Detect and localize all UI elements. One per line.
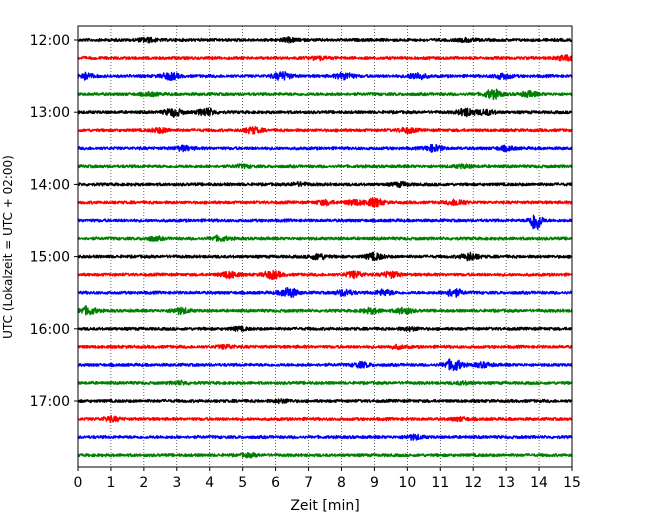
x-tick-label-0: 0 (74, 475, 83, 491)
x-axis-label: Zeit [min] (290, 498, 359, 514)
y-axis-label: UTC (Lokalzeit = UTC + 02:00) (1, 155, 15, 339)
trace-1700 (77, 398, 573, 405)
y-tick-label-2: 14:00 (30, 177, 70, 193)
trace-1230 (77, 70, 573, 82)
x-tick-label-7: 7 (304, 475, 313, 491)
trace-1245 (77, 88, 573, 100)
x-axis: 0 1 2 3 4 5 6 7 8 9 10 11 12 13 14 15 (74, 467, 581, 491)
trace-1715 (77, 414, 573, 424)
trace-1300 (77, 107, 573, 118)
x-tick-label-11: 11 (431, 475, 449, 491)
trace-1415 (77, 197, 573, 208)
trace-1745 (77, 451, 573, 459)
y-tick-label-3: 15:00 (30, 250, 70, 266)
y-tick-label-5: 17:00 (30, 394, 70, 410)
x-tick-label-8: 8 (337, 475, 346, 491)
x-tick-label-9: 9 (370, 475, 379, 491)
x-tick-label-15: 15 (563, 475, 581, 491)
trace-1345 (77, 163, 573, 170)
x-tick-label-4: 4 (205, 475, 214, 491)
trace-1645 (77, 379, 573, 387)
y-tick-label-4: 16:00 (30, 322, 70, 338)
y-axis: 12:00 13:00 14:00 15:00 16:00 17:00 (30, 33, 78, 410)
x-tick-label-3: 3 (172, 475, 181, 491)
y-tick-label-1: 13:00 (30, 105, 70, 121)
x-tick-label-14: 14 (530, 475, 548, 491)
trace-1630 (77, 358, 573, 372)
trace-1600 (77, 325, 573, 333)
trace-group (77, 36, 573, 459)
trace-1545 (77, 305, 573, 316)
trace-1515 (77, 269, 573, 280)
trace-1730 (77, 433, 573, 441)
y-tick-label-0: 12:00 (30, 33, 70, 49)
trace-1530 (77, 286, 573, 299)
x-tick-label-10: 10 (398, 475, 416, 491)
trace-1615 (77, 343, 573, 351)
trace-1330 (77, 143, 573, 153)
x-tick-label-2: 2 (139, 475, 148, 491)
trace-1400 (77, 180, 573, 189)
x-tick-label-12: 12 (464, 475, 482, 491)
trace-1445 (77, 234, 573, 243)
trace-1200 (77, 36, 573, 44)
trace-1430 (77, 214, 573, 231)
x-tick-label-13: 13 (497, 475, 515, 491)
trace-1500 (77, 251, 573, 262)
x-tick-label-1: 1 (106, 475, 115, 491)
x-tick-label-6: 6 (271, 475, 280, 491)
x-tick-label-5: 5 (238, 475, 247, 491)
trace-1215 (77, 54, 573, 62)
trace-1315 (77, 125, 573, 135)
plot-frame (77, 25, 573, 468)
